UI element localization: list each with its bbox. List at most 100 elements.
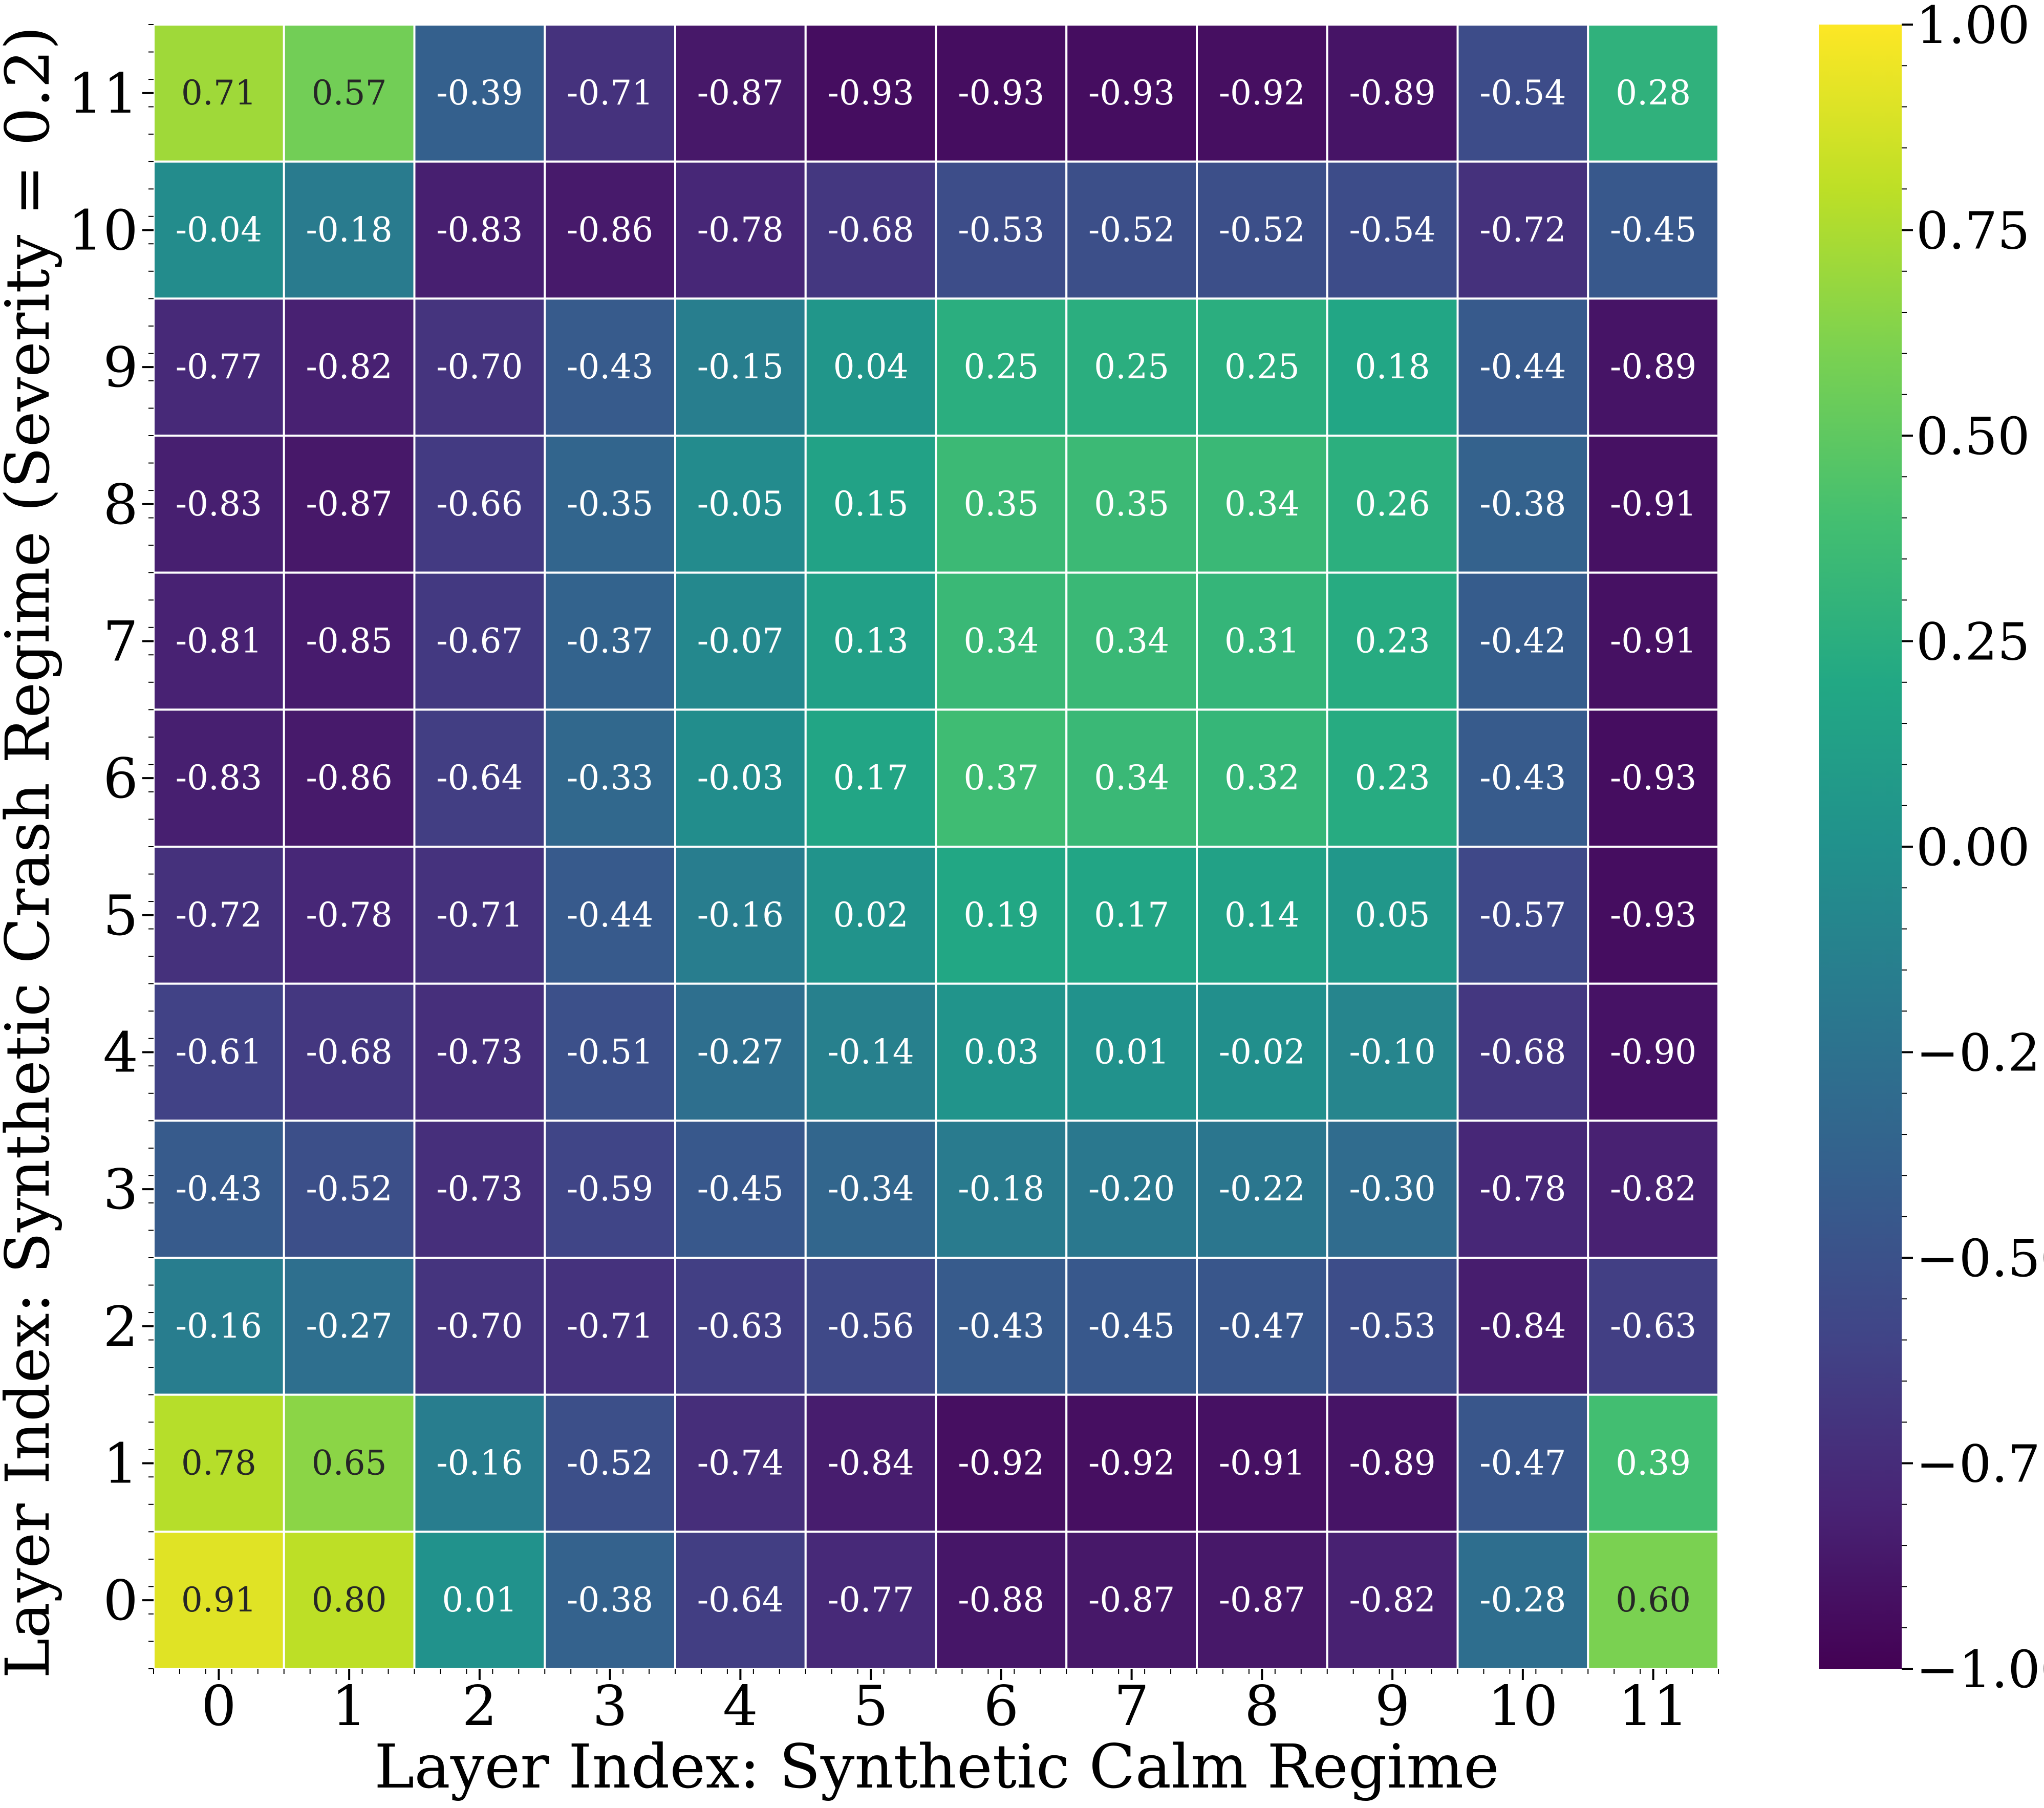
cell-value-label: -0.93	[1088, 73, 1175, 113]
heatmap-cell	[153, 24, 285, 163]
cell-value-label: 0.17	[1094, 895, 1169, 935]
heatmap-cell	[804, 160, 937, 300]
cell-value-label: 0.25	[1224, 347, 1300, 386]
cell-value-label: -0.02	[1219, 1032, 1305, 1072]
heatmap-cell	[1065, 1393, 1198, 1533]
x-tick-label: 9	[1375, 1674, 1410, 1738]
x-tick-label: 5	[853, 1674, 889, 1738]
x-tick-label: 3	[592, 1674, 628, 1738]
cell-value-label: -0.27	[306, 1306, 392, 1346]
heatmap-cell	[1196, 160, 1328, 300]
cell-value-label: -0.53	[1349, 1306, 1435, 1346]
heatmap-cell	[1196, 1393, 1328, 1533]
cell-value-label: -0.28	[1479, 1580, 1566, 1620]
y-tick-label: 5	[103, 884, 138, 948]
heatmap-cell	[1587, 435, 1719, 574]
heatmap-cell	[1065, 1120, 1198, 1259]
cell-value-label: -0.73	[436, 1032, 523, 1072]
heatmap-cell	[935, 297, 1068, 437]
cell-value-label: -0.84	[827, 1444, 914, 1483]
y-tick-label: 7	[103, 610, 138, 674]
cell-value-label: -0.16	[436, 1444, 523, 1483]
heatmap-cell	[674, 846, 807, 985]
heatmap-cell	[1065, 24, 1198, 163]
heatmap-cell	[1326, 1393, 1459, 1533]
heatmap-cell	[674, 571, 807, 711]
heatmap-cell	[674, 297, 807, 437]
cell-value-label: -0.72	[176, 895, 262, 935]
heatmap-cell	[1196, 846, 1328, 985]
cell-value-label: -0.93	[958, 73, 1044, 113]
cell-value-label: -0.33	[567, 758, 653, 798]
x-tick-label: 11	[1618, 1674, 1688, 1738]
cell-value-label: -0.92	[1088, 1444, 1175, 1483]
colorbar-tick-label: −0.75	[1916, 1434, 2044, 1494]
cell-value-label: -0.43	[176, 1169, 262, 1209]
heatmap-cell	[935, 571, 1068, 711]
cell-value-label: -0.56	[827, 1306, 914, 1346]
cell-value-label: -0.22	[1219, 1169, 1305, 1209]
colorbar-gradient	[1819, 25, 1902, 1669]
cell-value-label: -0.77	[827, 1580, 914, 1620]
cell-value-label: -0.18	[958, 1169, 1044, 1209]
heatmap-cell	[674, 160, 807, 300]
cell-value-label: -0.64	[697, 1580, 784, 1620]
heatmap-cell	[935, 1531, 1068, 1670]
heatmap-cell	[544, 1120, 676, 1259]
cell-value-label: -0.45	[1610, 210, 1696, 250]
heatmap-cell	[283, 1531, 416, 1670]
heatmap-cell	[1326, 708, 1459, 848]
cell-value-label: -0.43	[1479, 758, 1566, 798]
heatmap-cell	[413, 1120, 546, 1259]
heatmap-cell	[804, 24, 937, 163]
cell-value-label: 0.17	[833, 758, 909, 798]
heatmap-cell	[1587, 1393, 1719, 1533]
cell-value-label: 0.01	[1094, 1032, 1169, 1072]
cell-value-label: -0.18	[306, 210, 392, 250]
cell-value-label: -0.83	[176, 484, 262, 524]
cell-value-label: 0.71	[181, 73, 256, 113]
heatmap-cell	[1065, 160, 1198, 300]
cell-value-labels: 0.71 0.57 -0.39 -0.71 -0.87 -0.93 -0.93 -0.93 -0…	[176, 73, 1697, 1620]
heatmap-cell	[1587, 846, 1719, 985]
heatmap-cell	[413, 571, 546, 711]
heatmap-cell	[544, 24, 676, 163]
cell-value-label: -0.87	[306, 484, 392, 524]
heatmap-cell	[283, 1393, 416, 1533]
cell-value-label: -0.45	[1088, 1306, 1175, 1346]
cell-value-label: -0.70	[436, 1306, 523, 1346]
heatmap-cell	[1065, 1257, 1198, 1396]
y-tick-label: 8	[103, 473, 138, 537]
cell-value-label: -0.54	[1479, 73, 1566, 113]
cell-value-label: 0.03	[963, 1032, 1039, 1072]
cell-value-label: -0.91	[1610, 621, 1696, 661]
cell-value-label: -0.57	[1479, 895, 1566, 935]
heatmap-cell	[935, 846, 1068, 985]
x-tick-label: 4	[723, 1674, 758, 1738]
heatmap-cell	[544, 846, 676, 985]
cell-value-label: -0.70	[436, 347, 523, 386]
heatmap-cell	[804, 1120, 937, 1259]
cell-value-label: 0.60	[1616, 1580, 1691, 1620]
cell-value-label: -0.04	[176, 210, 262, 250]
cell-value-label: -0.91	[1610, 484, 1696, 524]
heatmap-cell	[1456, 1531, 1589, 1670]
heatmap-cell	[935, 160, 1068, 300]
heatmap-cell	[1587, 708, 1719, 848]
heatmap-cell	[1587, 160, 1719, 300]
x-tick-label: 8	[1244, 1674, 1280, 1738]
cell-value-label: 0.19	[963, 895, 1039, 935]
cell-value-label: 0.25	[963, 347, 1039, 386]
cell-value-label: -0.37	[567, 621, 653, 661]
heatmap-cell	[935, 1393, 1068, 1533]
heatmap-cell	[1456, 982, 1589, 1122]
heatmap-cell	[283, 846, 416, 985]
cell-value-label: -0.84	[1479, 1306, 1566, 1346]
cell-value-label: -0.86	[306, 758, 392, 798]
heatmap-cell	[413, 1531, 546, 1670]
cell-value-label: -0.81	[176, 621, 262, 661]
heatmap-cell	[1196, 435, 1328, 574]
heatmap-cell	[1587, 1257, 1719, 1396]
heatmap-cell	[1326, 160, 1459, 300]
cell-value-label: 0.18	[1355, 347, 1430, 386]
